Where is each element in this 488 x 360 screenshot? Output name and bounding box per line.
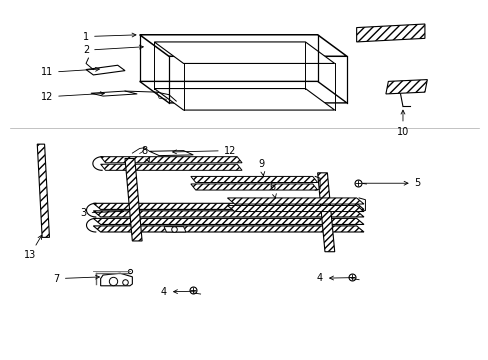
- Polygon shape: [317, 173, 334, 252]
- Polygon shape: [93, 203, 363, 210]
- Polygon shape: [93, 211, 363, 217]
- Polygon shape: [190, 176, 317, 183]
- Text: 4: 4: [316, 273, 354, 283]
- Polygon shape: [101, 157, 242, 163]
- Text: 12: 12: [41, 92, 104, 102]
- Text: 10: 10: [396, 110, 408, 136]
- Polygon shape: [385, 80, 427, 94]
- Polygon shape: [140, 35, 346, 56]
- Text: 3: 3: [81, 208, 123, 218]
- Polygon shape: [163, 226, 185, 232]
- Polygon shape: [93, 219, 363, 225]
- Polygon shape: [190, 184, 317, 190]
- Text: 12: 12: [172, 145, 236, 156]
- Polygon shape: [227, 206, 363, 212]
- Text: 1: 1: [83, 32, 136, 41]
- Text: 4: 4: [161, 287, 195, 297]
- Text: 5: 5: [363, 178, 420, 188]
- Text: 6: 6: [269, 182, 276, 198]
- Text: 2: 2: [83, 45, 143, 55]
- Text: 9: 9: [258, 158, 264, 176]
- Polygon shape: [101, 273, 132, 286]
- Polygon shape: [125, 158, 142, 241]
- Text: 8: 8: [141, 145, 149, 162]
- Polygon shape: [356, 24, 424, 42]
- Polygon shape: [154, 42, 334, 63]
- Polygon shape: [149, 150, 193, 156]
- Polygon shape: [86, 65, 125, 75]
- Polygon shape: [101, 164, 242, 170]
- Text: 11: 11: [41, 67, 99, 77]
- Polygon shape: [140, 81, 346, 103]
- Polygon shape: [91, 91, 137, 96]
- Polygon shape: [227, 198, 363, 204]
- Polygon shape: [154, 89, 334, 110]
- Polygon shape: [37, 144, 49, 237]
- Text: 13: 13: [24, 235, 41, 260]
- Text: 7: 7: [54, 274, 99, 284]
- Polygon shape: [93, 226, 363, 232]
